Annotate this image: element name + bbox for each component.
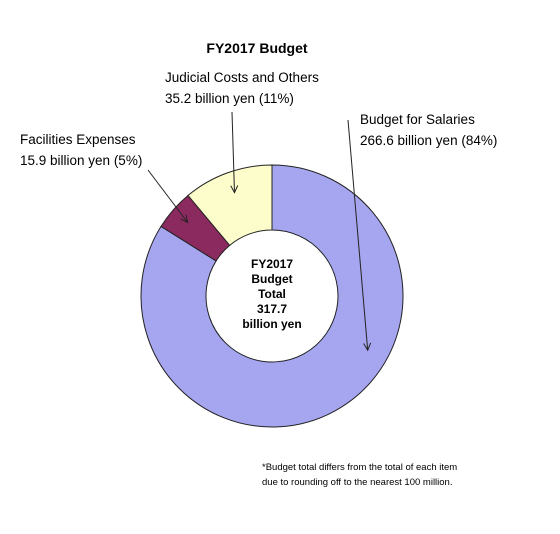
slice-value-salaries: 266.6 billion yen (84%) — [360, 133, 497, 148]
center-label-line: billion yen — [242, 317, 301, 331]
slice-label-facilities: Facilities Expenses — [20, 132, 136, 147]
center-label: FY2017 Budget Total 317.7 billion yen — [242, 257, 301, 331]
leader-facilities-arrowhead — [180, 214, 189, 224]
center-label-line: 317.7 — [257, 302, 287, 316]
slice-salaries — [140, 164, 404, 428]
chart-slices — [140, 164, 404, 428]
leader-judicial — [231, 111, 235, 193]
leader-judicial-arrowhead — [230, 185, 239, 194]
center-label-line: Total — [258, 287, 286, 301]
footnote-line: *Budget total differs from the total of … — [262, 462, 457, 473]
chart-title: FY2017 Budget — [206, 40, 307, 56]
slice-label-judicial: Judicial Costs and Others — [165, 70, 319, 85]
slice-value-facilities: 15.9 billion yen (5%) — [20, 153, 142, 168]
leader-facilities — [147, 169, 189, 223]
leader-salaries-arrowhead — [363, 342, 372, 352]
slice-judicial — [187, 164, 273, 247]
center-label-line: FY2017 — [251, 257, 293, 271]
leader-salaries — [347, 119, 369, 351]
footnote-line: due to rounding off to the nearest 100 m… — [262, 477, 452, 488]
leader-lines — [147, 111, 372, 352]
slice-value-judicial: 35.2 billion yen (11%) — [165, 91, 294, 106]
center-label-line: Budget — [251, 272, 292, 286]
slice-label-salaries: Budget for Salaries — [360, 112, 475, 127]
